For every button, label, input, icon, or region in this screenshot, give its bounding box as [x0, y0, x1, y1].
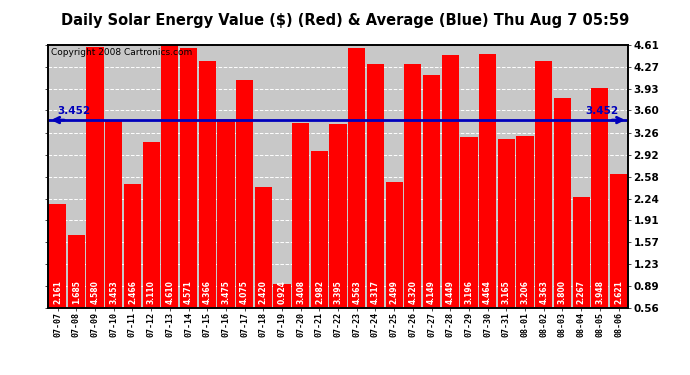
Bar — [180, 48, 197, 344]
Text: 2.621: 2.621 — [614, 280, 623, 304]
Bar — [292, 123, 309, 344]
Text: 0.924: 0.924 — [277, 280, 286, 304]
Text: 4.363: 4.363 — [540, 280, 549, 304]
Bar — [143, 142, 159, 344]
Text: 2.420: 2.420 — [259, 280, 268, 304]
Bar — [217, 118, 235, 344]
Bar — [517, 136, 533, 344]
Text: Copyright 2008 Cartronics.com: Copyright 2008 Cartronics.com — [51, 48, 193, 57]
Text: 4.563: 4.563 — [353, 280, 362, 304]
Bar — [199, 61, 216, 344]
Bar — [610, 174, 627, 344]
Text: 3.165: 3.165 — [502, 280, 511, 304]
Bar — [330, 124, 346, 344]
Text: 3.196: 3.196 — [464, 280, 473, 304]
Bar — [348, 48, 366, 344]
Bar — [273, 284, 290, 344]
Bar — [479, 54, 496, 344]
Bar — [460, 136, 477, 344]
Bar — [423, 75, 440, 344]
Bar — [442, 56, 459, 344]
Bar — [68, 235, 85, 344]
Text: 2.161: 2.161 — [53, 280, 62, 304]
Bar — [497, 139, 515, 344]
Text: 4.610: 4.610 — [166, 280, 175, 304]
Text: 3.395: 3.395 — [333, 280, 343, 304]
Text: 3.453: 3.453 — [109, 280, 118, 304]
Bar — [105, 120, 122, 344]
Bar — [310, 150, 328, 344]
Bar — [124, 184, 141, 344]
Text: 3.800: 3.800 — [558, 280, 567, 304]
Bar — [161, 45, 179, 344]
Text: Daily Solar Energy Value ($) (Red) & Average (Blue) Thu Aug 7 05:59: Daily Solar Energy Value ($) (Red) & Ave… — [61, 13, 629, 28]
Bar — [554, 98, 571, 344]
Text: 2.267: 2.267 — [577, 280, 586, 304]
Text: 3.408: 3.408 — [296, 280, 305, 304]
Text: 4.571: 4.571 — [184, 280, 193, 304]
Bar — [386, 182, 403, 344]
Bar — [49, 204, 66, 344]
Bar — [255, 187, 272, 344]
Text: 4.149: 4.149 — [427, 280, 436, 304]
Text: 3.452: 3.452 — [58, 106, 91, 116]
Text: 3.206: 3.206 — [520, 280, 529, 304]
Text: 3.475: 3.475 — [221, 280, 230, 304]
Bar — [236, 80, 253, 344]
Text: 4.449: 4.449 — [446, 280, 455, 304]
Text: 2.982: 2.982 — [315, 280, 324, 304]
Text: 2.499: 2.499 — [390, 280, 399, 304]
Text: 1.685: 1.685 — [72, 280, 81, 304]
Text: 4.580: 4.580 — [90, 280, 99, 304]
Text: 4.075: 4.075 — [240, 280, 249, 304]
Text: 2.466: 2.466 — [128, 280, 137, 304]
Text: 3.110: 3.110 — [147, 280, 156, 304]
Bar — [535, 61, 553, 344]
Text: 4.317: 4.317 — [371, 280, 380, 304]
Text: 3.948: 3.948 — [595, 280, 604, 304]
Text: 3.452: 3.452 — [585, 106, 618, 116]
Text: 4.320: 4.320 — [408, 280, 417, 304]
Bar — [86, 47, 104, 344]
Bar — [404, 64, 422, 344]
Text: 4.464: 4.464 — [483, 280, 492, 304]
Bar — [367, 64, 384, 344]
Text: 4.366: 4.366 — [203, 280, 212, 304]
Bar — [573, 197, 590, 344]
Bar — [591, 88, 609, 344]
